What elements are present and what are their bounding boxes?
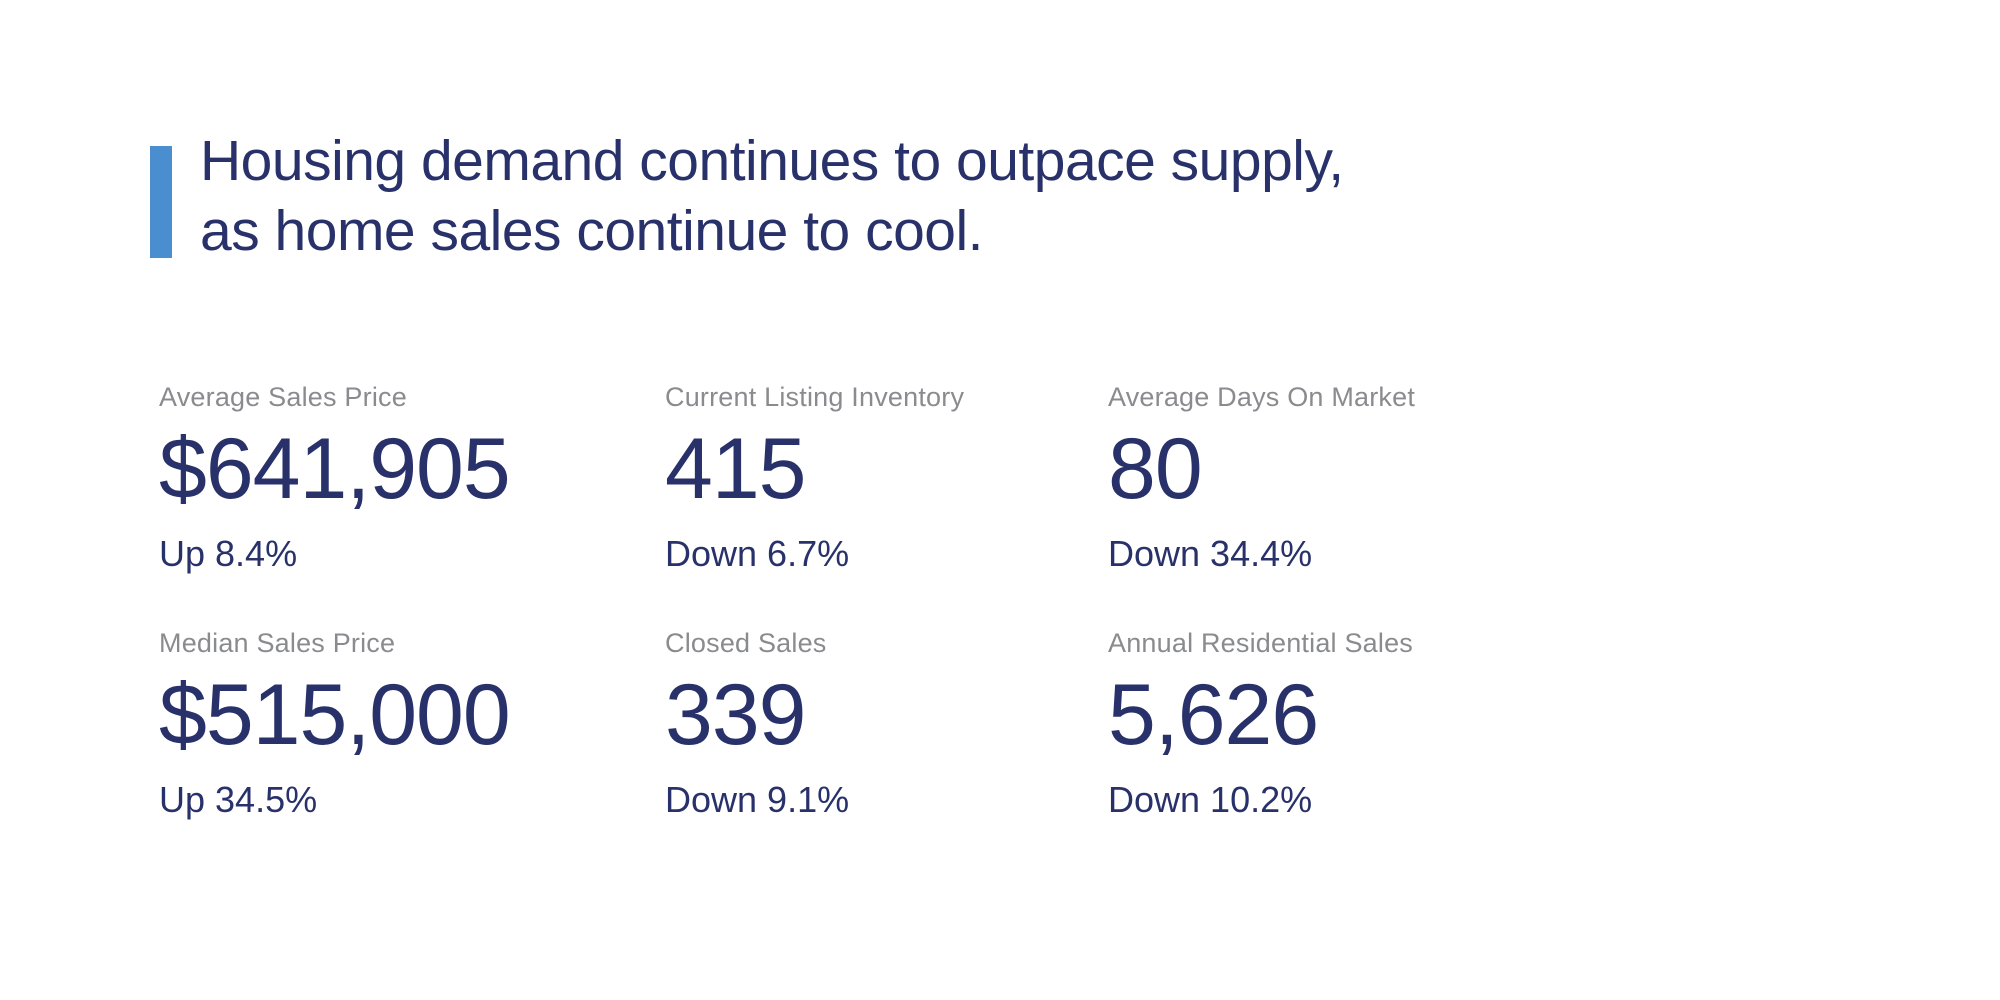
stat-change: Up 8.4% (159, 533, 298, 574)
stat-change: Up 34.5% (159, 779, 318, 820)
stat-value: 339 (665, 667, 807, 763)
stat-card-average-sales-price: Average Sales Price $641,905 Up 8.4% (159, 380, 665, 576)
headline-line-2: as home sales continue to cool. (200, 199, 983, 263)
stat-card-annual-residential-sales: Annual Residential Sales 5,626 Down 10.2… (1108, 626, 1708, 822)
stats-grid: Average Sales Price $641,905 Up 8.4% Cur… (159, 380, 1708, 822)
stat-card-median-sales-price: Median Sales Price $515,000 Up 34.5% (159, 626, 665, 822)
stat-card-current-listing-inventory: Current Listing Inventory 415 Down 6.7% (665, 380, 1108, 576)
headline-line-1: Housing demand continues to outpace supp… (200, 129, 1344, 193)
stat-card-average-days-on-market: Average Days On Market 80 Down 34.4% (1108, 380, 1708, 576)
stat-label: Average Days On Market (1108, 382, 1416, 412)
stat-change: Down 6.7% (665, 533, 850, 574)
stat-label: Annual Residential Sales (1108, 628, 1413, 658)
stat-label: Current Listing Inventory (665, 382, 965, 412)
page-title: Housing demand continues to outpace supp… (200, 126, 1344, 266)
headline-accent-bar (150, 146, 172, 258)
stat-value: 5,626 (1108, 667, 1319, 763)
stat-change: Down 10.2% (1108, 779, 1313, 820)
stat-change: Down 34.4% (1108, 533, 1313, 574)
stat-card-closed-sales: Closed Sales 339 Down 9.1% (665, 626, 1108, 822)
stat-label: Median Sales Price (159, 628, 396, 658)
stat-value: $641,905 (159, 421, 511, 517)
stat-value: 80 (1108, 421, 1203, 517)
stat-value: 415 (665, 421, 807, 517)
stat-change: Down 9.1% (665, 779, 850, 820)
stat-label: Closed Sales (665, 628, 827, 658)
stat-value: $515,000 (159, 667, 511, 763)
stat-label: Average Sales Price (159, 382, 407, 412)
